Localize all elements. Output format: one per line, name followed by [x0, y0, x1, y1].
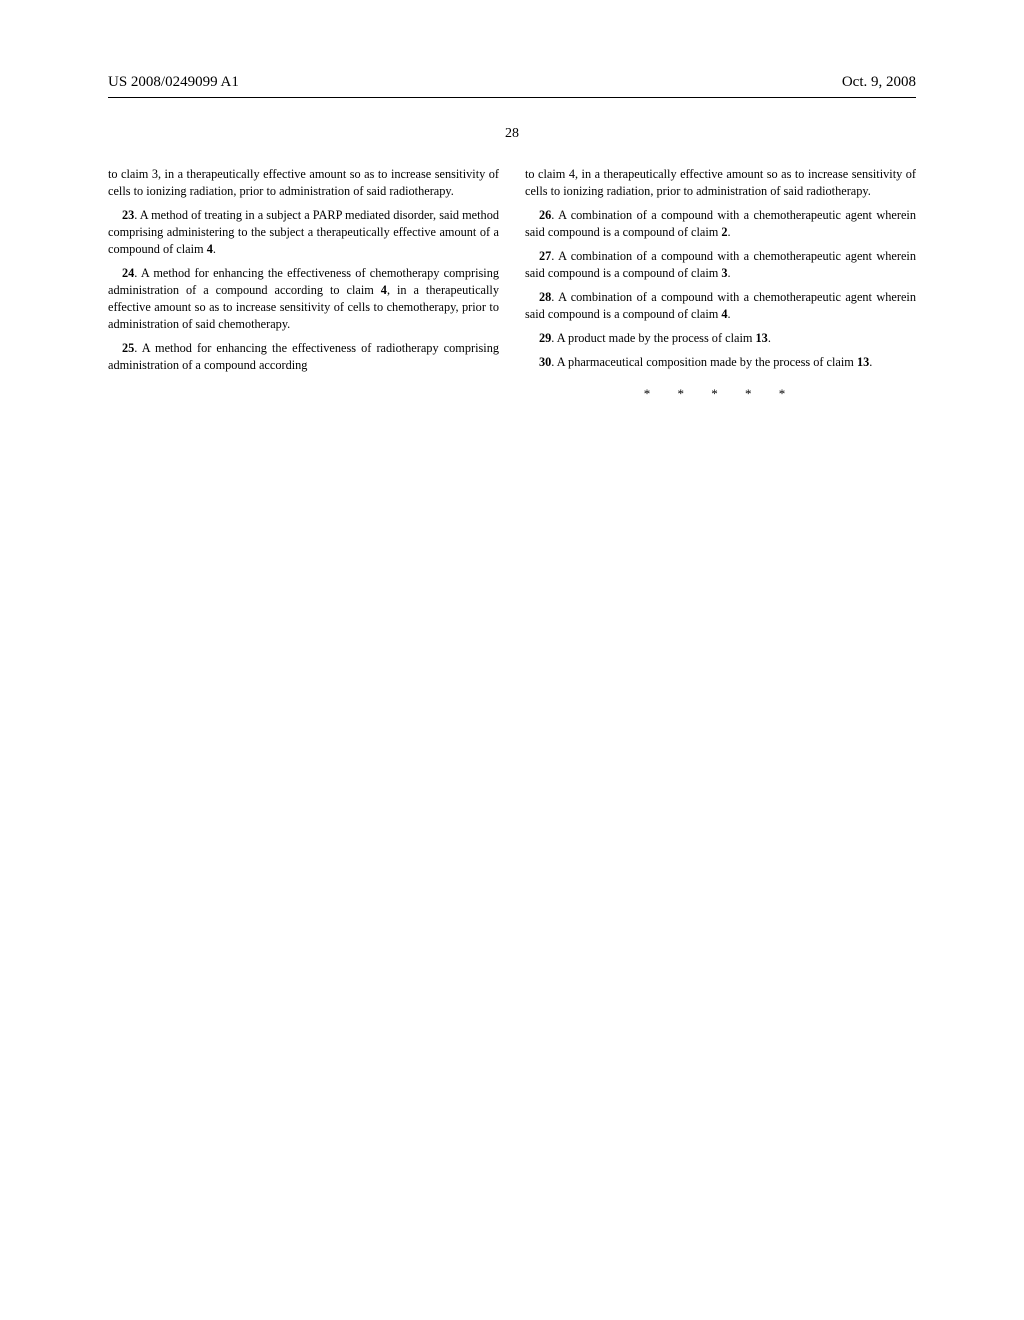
claim-25: 25. A method for enhancing the effective… [108, 340, 499, 374]
claim-27: 27. A combination of a compound with a c… [525, 248, 916, 282]
claim-28: 28. A combination of a compound with a c… [525, 289, 916, 323]
left-column: to claim 3, in a therapeutically effecti… [108, 166, 499, 403]
claim-26: 26. A combination of a compound with a c… [525, 207, 916, 241]
claim-continuation: to claim 4, in a therapeutically effecti… [525, 166, 916, 200]
claim-number: 27 [539, 249, 551, 263]
patent-page: US 2008/0249099 A1 Oct. 9, 2008 28 to cl… [0, 0, 1024, 403]
publication-number: US 2008/0249099 A1 [108, 74, 239, 91]
claim-end: . [869, 355, 872, 369]
page-number: 28 [108, 126, 916, 142]
claim-number: 29 [539, 331, 551, 345]
claim-ref: 13 [756, 331, 768, 345]
claim-end: . [728, 266, 731, 280]
claim-end: . [728, 225, 731, 239]
publication-date: Oct. 9, 2008 [842, 74, 916, 91]
claim-end: . [768, 331, 771, 345]
page-header: US 2008/0249099 A1 Oct. 9, 2008 [108, 74, 916, 91]
end-of-claims-marks: * * * * * [525, 385, 916, 403]
claim-number: 25 [122, 341, 134, 355]
two-column-layout: to claim 3, in a therapeutically effecti… [108, 166, 916, 403]
claim-text: . A pharmaceutical composition made by t… [551, 355, 857, 369]
claim-29: 29. A product made by the process of cla… [525, 330, 916, 347]
claim-ref: 13 [857, 355, 869, 369]
claim-end: . [728, 307, 731, 321]
claim-number: 30 [539, 355, 551, 369]
claim-24: 24. A method for enhancing the effective… [108, 265, 499, 333]
claim-end: . [213, 242, 216, 256]
claim-text: . A method of treating in a subject a PA… [108, 208, 499, 256]
claim-23: 23. A method of treating in a subject a … [108, 207, 499, 258]
claim-number: 24 [122, 266, 134, 280]
claim-continuation: to claim 3, in a therapeutically effecti… [108, 166, 499, 200]
claim-text: to claim 3, in a therapeutically effecti… [108, 167, 499, 198]
claim-text: . A product made by the process of claim [551, 331, 755, 345]
claim-number: 28 [539, 290, 551, 304]
claim-number: 26 [539, 208, 551, 222]
claim-30: 30. A pharmaceutical composition made by… [525, 354, 916, 371]
claim-text: to claim 4, in a therapeutically effecti… [525, 167, 916, 198]
right-column: to claim 4, in a therapeutically effecti… [525, 166, 916, 403]
claim-text: . A method for enhancing the effectivene… [108, 341, 499, 372]
claim-number: 23 [122, 208, 134, 222]
header-rule [108, 97, 916, 98]
